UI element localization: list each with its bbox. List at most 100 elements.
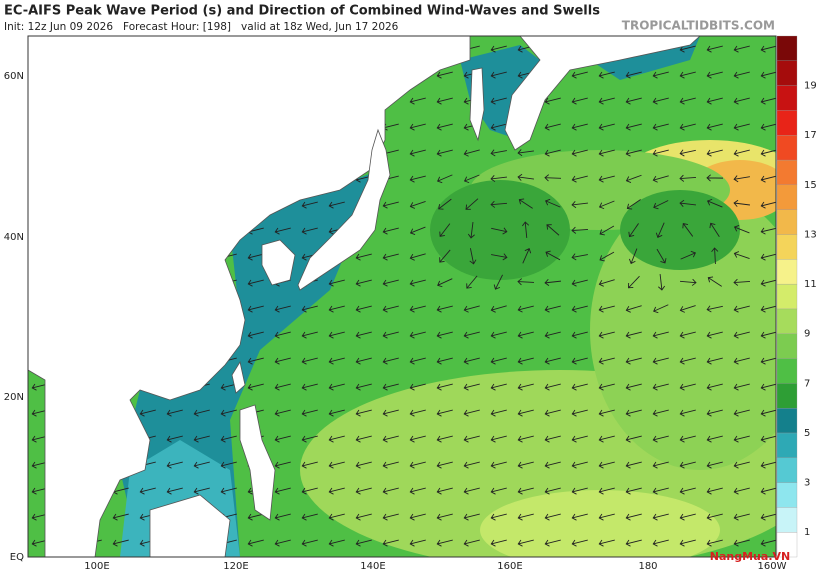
flow-arrow [625,97,642,105]
flow-arrow [139,409,156,417]
flow-arrow [571,435,588,443]
flow-arrow [652,461,669,469]
colorbar-bin [776,432,798,458]
flow-arrow [328,331,345,339]
colorbar-bin [776,383,798,409]
flow-arrow [436,383,453,391]
flow-arrow [733,149,750,157]
flow-arrow [382,253,399,261]
flow-arrow [328,409,345,417]
sakhalin [469,67,485,142]
colorbar-bin [776,358,798,384]
flow-arrow [166,409,183,417]
flow-arrow [409,226,426,236]
flow-arrow [760,487,776,495]
colorbar-bin [776,482,798,508]
flow-arrow [598,461,615,469]
colorbar-bin [776,60,798,86]
flow-arrow [382,357,399,365]
flow-arrow [571,149,588,157]
flow-arrow [490,123,507,131]
flow-arrow [274,487,291,495]
flow-arrow [328,539,345,547]
flow-arrow [679,409,696,417]
flow-arrow [598,487,615,495]
colorbar-bin [776,234,798,260]
flow-arrow [328,305,345,313]
flow-arrow [274,539,291,547]
flow-arrow [436,513,453,521]
flow-arrow [274,305,291,313]
flow-arrow [112,539,129,547]
flow-arrow [491,227,508,235]
flow-arrow [544,97,561,105]
flow-arrow [760,435,776,443]
flow-arrow [274,513,291,521]
borneo [149,494,231,557]
flow-arrow [490,409,507,417]
colorbar-bin [776,85,798,111]
flow-arrow [355,253,372,261]
flow-arrow [544,487,561,495]
flow-arrow [382,487,399,495]
flow-arrow [733,199,750,207]
flow-arrow [706,97,723,105]
flow-arrow [382,305,399,313]
flow-arrow [706,487,723,495]
colorbar-bin [776,457,798,483]
colorbar-label: 1 [804,527,810,538]
flow-arrow [544,539,561,547]
flow-arrow [652,539,669,547]
flow-arrow [436,539,453,547]
flow-arrow [733,487,750,495]
flow-arrow [463,305,480,313]
flow-arrow [409,97,426,105]
flow-arrow [680,250,696,260]
flow-arrow [760,175,776,183]
colorbar-label: 5 [804,428,810,439]
flow-arrow [517,435,534,443]
flow-arrow [655,222,665,238]
flow-arrow [544,357,561,365]
flow-arrow [490,305,507,313]
flow-arrow [598,200,615,210]
colorbar-bin [776,407,798,434]
flow-arrow [436,305,453,313]
flow-arrow [490,71,507,79]
colorbar-bin [776,159,798,186]
flow-arrow [625,174,642,183]
flow-arrow [571,513,588,521]
flow-arrow [517,278,535,286]
flow-arrow [544,409,561,417]
flow-arrow [355,357,372,365]
flow-arrow [571,357,588,365]
flow-arrow [463,435,480,443]
map-frame [27,35,777,558]
flow-arrow [598,435,615,443]
flow-arrow [409,123,426,131]
flow-arrow [247,539,264,547]
flow-arrow [625,435,642,443]
flow-arrow [193,409,210,417]
flow-arrow [598,175,615,183]
flow-arrow [355,305,372,313]
map-area [28,36,776,557]
flow-arrow [490,487,507,495]
flow-arrow [571,97,588,105]
flow-arrow [328,435,345,443]
flow-arrow [409,383,426,391]
flow-arrow [733,305,750,313]
flow-arrow [679,435,696,443]
flow-arrow [301,383,318,391]
flow-arrow [220,409,237,417]
flow-arrow [760,331,776,339]
flow-arrow [193,461,210,469]
field [590,190,776,470]
flow-arrow [382,409,399,417]
flow-arrow [628,223,639,238]
lon-label: 160E [497,561,522,572]
flow-arrow [139,487,156,495]
colorbar-label: 11 [804,279,817,290]
flow-arrow [274,227,291,235]
flow-arrow [274,357,291,365]
